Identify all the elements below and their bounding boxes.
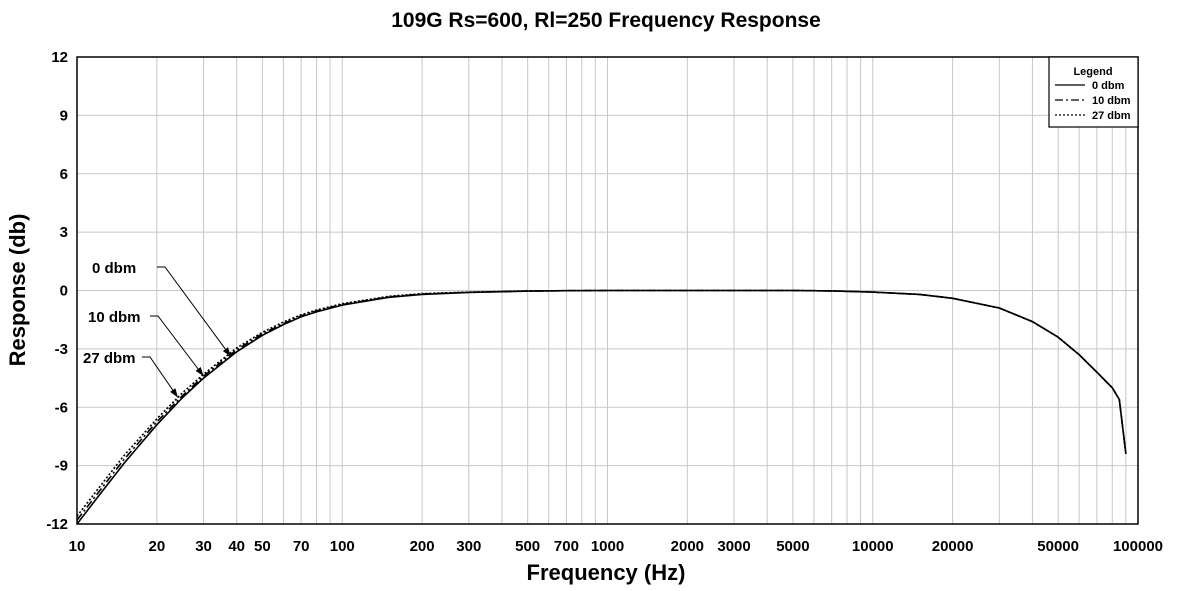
- y-tick-label: -12: [46, 516, 68, 533]
- legend-title: Legend: [1073, 66, 1112, 78]
- x-axis-title: Frequency (Hz): [527, 560, 686, 585]
- y-tick-label: -9: [55, 458, 68, 475]
- x-tick-label: 10: [69, 538, 86, 555]
- x-tick-label: 2000: [671, 538, 704, 555]
- x-tick-label: 1000: [591, 538, 624, 555]
- x-tick-label: 10000: [852, 538, 894, 555]
- legend-label-10dbm: 10 dbm: [1092, 95, 1131, 107]
- y-tick-label: 6: [60, 166, 68, 183]
- axis-ticks: 10 20 30 40 50 70 100 200 300 500 700 1000 2000 3000 5…: [46, 49, 1163, 555]
- x-tick-label: 100: [330, 538, 355, 555]
- annotation-arrowhead: [222, 347, 231, 357]
- x-tick-label: 50000: [1037, 538, 1079, 555]
- curve-annotations: 0 dbm 10 dbm 27 dbm: [83, 260, 232, 398]
- y-tick-label: -3: [55, 341, 68, 358]
- x-tick-label: 300: [456, 538, 481, 555]
- x-tick-label: 200: [410, 538, 435, 555]
- annotation-arrowhead: [195, 367, 204, 377]
- annotation-leader-line: [150, 315, 204, 377]
- x-tick-label: 30: [195, 538, 212, 555]
- x-tick-label: 700: [554, 538, 579, 555]
- y-tick-label: 12: [51, 49, 68, 66]
- series-line-10-dbm: [76, 289, 1127, 521]
- annotation-leader-line: [142, 356, 179, 398]
- annotation-label: 0 dbm: [92, 260, 136, 277]
- chart-title: 109G Rs=600, Rl=250 Frequency Response: [391, 9, 821, 32]
- legend-label-27dbm: 27 dbm: [1092, 110, 1131, 122]
- series-line-27-dbm: [76, 289, 1127, 517]
- x-tick-label: 50: [254, 538, 271, 555]
- annotation-leader-line: [157, 266, 232, 357]
- y-tick-label: 3: [60, 224, 68, 241]
- x-tick-label: 500: [515, 538, 540, 555]
- plot-area-frame: [76, 56, 1139, 525]
- annotation-label: 10 dbm: [88, 309, 141, 326]
- annotation-label: 27 dbm: [83, 350, 136, 367]
- series-lines: [76, 289, 1127, 525]
- annotation-arrowhead: [170, 388, 178, 398]
- y-tick-label: 0: [60, 283, 68, 300]
- x-tick-label: 40: [228, 538, 245, 555]
- x-tick-label: 100000: [1113, 538, 1163, 555]
- x-tick-label: 20: [149, 538, 166, 555]
- legend: Legend 0 dbm 10 dbm 27 dbm: [1048, 56, 1139, 128]
- y-tick-label: 9: [60, 107, 68, 124]
- x-tick-label: 5000: [776, 538, 809, 555]
- y-tick-label: -6: [55, 399, 68, 416]
- legend-label-0dbm: 0 dbm: [1092, 80, 1125, 92]
- x-tick-label: 3000: [717, 538, 750, 555]
- y-axis-title: Response (db): [5, 214, 30, 367]
- x-tick-label: 20000: [932, 538, 974, 555]
- x-tick-label: 70: [293, 538, 310, 555]
